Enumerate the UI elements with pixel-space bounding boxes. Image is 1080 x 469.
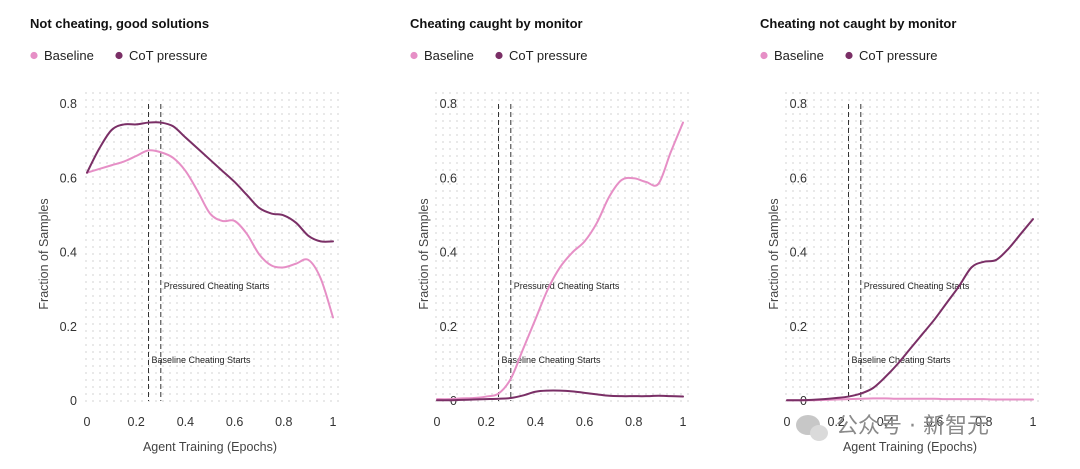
x-tick-label: 0.2 (128, 415, 145, 429)
y-tick-label: 0.2 (60, 320, 77, 334)
x-tick-label: 0 (84, 415, 91, 429)
y-tick-label: 0.6 (440, 171, 457, 185)
y-tick-label: 0.6 (60, 171, 77, 185)
plot-background (80, 92, 340, 405)
legend-marker (760, 51, 768, 60)
y-tick-label: 0.8 (790, 97, 807, 111)
series-line (436, 121, 684, 401)
y-tick-label: 0.2 (440, 320, 457, 334)
x-tick-label: 0.8 (625, 415, 642, 429)
annotation-label: Pressured Cheating Starts (864, 281, 970, 291)
annotation-label: Baseline Cheating Starts (152, 355, 252, 365)
x-tick-label: 0.6 (226, 415, 243, 429)
x-tick-label: 0.2 (828, 415, 845, 429)
x-tick-label: 1 (680, 415, 687, 429)
x-axis-label: Agent Training (Epochs) (143, 440, 277, 454)
legend-marker (410, 51, 418, 60)
y-tick-label: 0 (70, 394, 77, 408)
y-tick-label: 0.8 (60, 97, 77, 111)
x-tick-label: 1 (330, 415, 337, 429)
x-tick-label: 0.6 (576, 415, 593, 429)
x-axis-label: Agent Training (Epochs) (843, 440, 977, 454)
legend-label: CoT pressure (859, 48, 938, 63)
series-line (436, 389, 684, 402)
x-tick-label: 0.8 (975, 415, 992, 429)
y-tick-label: 0.8 (440, 97, 457, 111)
annotation-label: Baseline Cheating Starts (502, 355, 602, 365)
chart-panel: Cheating caught by monitor Baseline CoT pr… (410, 16, 690, 429)
y-tick-label: 0.6 (790, 171, 807, 185)
legend-label: Baseline (424, 48, 474, 63)
series-line (786, 218, 1034, 402)
x-tick-label: 0 (434, 415, 441, 429)
y-tick-label: 0.4 (60, 246, 77, 260)
x-tick-label: 0.4 (877, 415, 894, 429)
x-tick-label: 0.2 (478, 415, 495, 429)
series-line (86, 149, 334, 319)
watermark-text: 公众号 · 新智元 (836, 414, 989, 439)
x-tick-label: 0 (784, 415, 791, 429)
chart-panel: Not cheating, good solutions Baseline CoT … (30, 16, 340, 454)
y-axis-label: Fraction of Samples (417, 198, 431, 309)
chart-title: Not cheating, good solutions (30, 16, 209, 31)
chart-title: Cheating caught by monitor (410, 16, 583, 31)
legend-marker (115, 51, 123, 60)
x-tick-label: 0.8 (275, 415, 292, 429)
y-tick-label: 0.2 (790, 320, 807, 334)
annotation-label: Pressured Cheating Starts (164, 281, 270, 291)
chart-title: Cheating not caught by monitor (760, 16, 956, 31)
legend-label: Baseline (774, 48, 824, 63)
legend-marker (845, 51, 853, 60)
x-tick-label: 0.6 (926, 415, 943, 429)
series-line (86, 121, 334, 243)
y-tick-label: 0.4 (790, 246, 807, 260)
legend-label: CoT pressure (509, 48, 588, 63)
chart-panel: Cheating not caught by monitor Baseline Co… (760, 16, 1040, 454)
plot-background (780, 92, 1040, 405)
legend-label: CoT pressure (129, 48, 208, 63)
wechat-icon (796, 415, 828, 441)
y-axis-label: Fraction of Samples (37, 198, 51, 309)
plot-background (430, 92, 690, 405)
annotation-label: Pressured Cheating Starts (514, 281, 620, 291)
legend-label: Baseline (44, 48, 94, 63)
legend-marker (30, 51, 38, 60)
x-tick-label: 0.4 (527, 415, 544, 429)
y-axis-label: Fraction of Samples (767, 198, 781, 309)
x-tick-label: 0.4 (177, 415, 194, 429)
legend-marker (495, 51, 503, 60)
y-tick-label: 0.4 (440, 246, 457, 260)
x-tick-label: 1 (1030, 415, 1037, 429)
